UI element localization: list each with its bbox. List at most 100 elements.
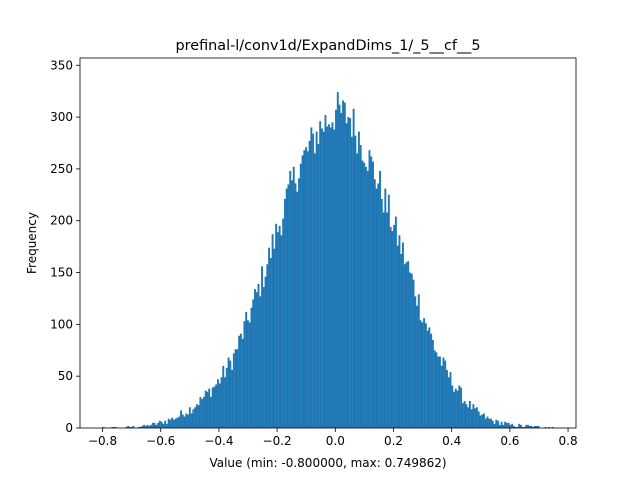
histogram-bar <box>164 420 167 428</box>
histogram-bar <box>373 179 376 428</box>
histogram-bar <box>379 170 381 428</box>
histogram-bar <box>474 408 477 428</box>
histogram-bar <box>171 417 174 428</box>
histogram-bar <box>370 156 373 428</box>
histogram-bar <box>498 424 501 428</box>
histogram-bar <box>125 426 128 428</box>
histogram-bar <box>137 426 140 428</box>
histogram-bar <box>423 318 426 428</box>
x-axis-ticks: −0.8 −0.6 −0.4 −0.2 0.0 0.2 0.4 0.6 0.8 <box>88 428 578 448</box>
histogram-bar <box>317 144 320 428</box>
histogram-bar <box>438 356 441 428</box>
histogram-bar <box>449 372 452 428</box>
histogram-bar <box>409 272 411 428</box>
histogram-bar <box>444 360 447 428</box>
histogram-bar <box>305 147 308 428</box>
histogram-bar <box>308 140 311 428</box>
x-tick-label: −0.8 <box>88 434 117 448</box>
histogram-bar <box>278 225 281 428</box>
histogram-bar <box>352 108 355 428</box>
histogram-bar <box>527 424 529 428</box>
histogram-bar <box>326 126 329 429</box>
histogram-bar <box>199 396 202 428</box>
histogram-bars <box>102 92 554 429</box>
histogram-bar <box>495 419 498 428</box>
histogram-bar <box>148 425 151 428</box>
histogram-bar <box>454 388 457 428</box>
histogram-bar <box>299 163 302 428</box>
histogram-bar <box>303 150 306 429</box>
histogram-bar <box>386 212 389 428</box>
histogram-bar <box>234 349 237 428</box>
histogram-bar <box>467 407 470 428</box>
histogram-bar <box>132 425 135 428</box>
histogram-bar <box>282 218 285 428</box>
histogram-bar <box>283 198 286 428</box>
histogram-bar <box>320 128 323 429</box>
histogram-bar <box>160 421 163 428</box>
histogram-bar <box>354 135 357 429</box>
x-tick-label: 0.6 <box>500 434 519 448</box>
histogram-bar <box>484 418 487 428</box>
histogram-bar <box>500 421 503 428</box>
histogram-bar <box>146 424 149 428</box>
histogram-bar <box>407 261 410 428</box>
histogram-bar <box>475 407 478 428</box>
histogram-bar <box>477 411 480 428</box>
histogram-bar <box>481 414 484 428</box>
histogram-bar <box>349 118 352 429</box>
histogram-bar <box>153 422 156 428</box>
histogram-bar <box>157 422 160 428</box>
histogram-bar <box>528 425 531 428</box>
histogram-bar <box>215 384 218 428</box>
histogram-bar <box>319 121 322 428</box>
histogram-bar <box>463 401 466 428</box>
histogram-bar <box>470 409 473 428</box>
histogram-bar <box>504 421 507 428</box>
histogram-bar <box>345 123 348 428</box>
y-tick-label: 250 <box>50 162 73 176</box>
histogram-bar <box>410 273 413 428</box>
histogram-bar <box>461 403 464 428</box>
histogram-bar <box>194 407 197 428</box>
histogram-bar <box>350 136 353 428</box>
histogram-bar <box>128 426 131 428</box>
histogram-bar <box>453 391 455 428</box>
histogram-bar <box>206 391 209 428</box>
histogram-bar <box>232 353 235 428</box>
x-tick-label: 0.0 <box>326 434 345 448</box>
histogram-bar <box>257 283 260 428</box>
histogram-bar <box>532 426 535 428</box>
x-tick-label: 0.2 <box>384 434 403 448</box>
histogram-bar <box>437 356 440 428</box>
histogram-bar <box>440 365 443 428</box>
histogram-bar <box>313 153 316 428</box>
histogram-bar <box>259 296 262 428</box>
histogram-bar <box>324 115 327 428</box>
histogram-bar <box>375 188 378 428</box>
histogram-bar <box>356 153 359 428</box>
histogram-bar <box>202 396 205 428</box>
histogram-bar <box>511 423 514 428</box>
histogram-bar <box>446 369 448 428</box>
histogram-bar <box>218 383 221 428</box>
histogram-bar <box>447 377 450 428</box>
histogram-bar <box>488 418 491 428</box>
histogram-bar <box>255 292 258 428</box>
histogram-bar <box>271 234 274 428</box>
y-tick-label: 300 <box>50 110 73 124</box>
histogram-bar <box>336 92 339 428</box>
histogram-bar <box>246 320 249 428</box>
histogram-bar <box>347 117 350 428</box>
histogram-bar <box>363 162 366 428</box>
histogram-bar <box>394 216 397 428</box>
histogram-bar <box>486 416 489 428</box>
histogram-bar <box>534 425 536 428</box>
histogram-bar <box>167 418 170 428</box>
histogram-bar <box>343 102 346 428</box>
histogram-bar <box>287 184 290 428</box>
x-tick-label: −0.4 <box>204 434 233 448</box>
histogram-bar <box>442 357 445 428</box>
histogram-bar <box>102 426 105 428</box>
